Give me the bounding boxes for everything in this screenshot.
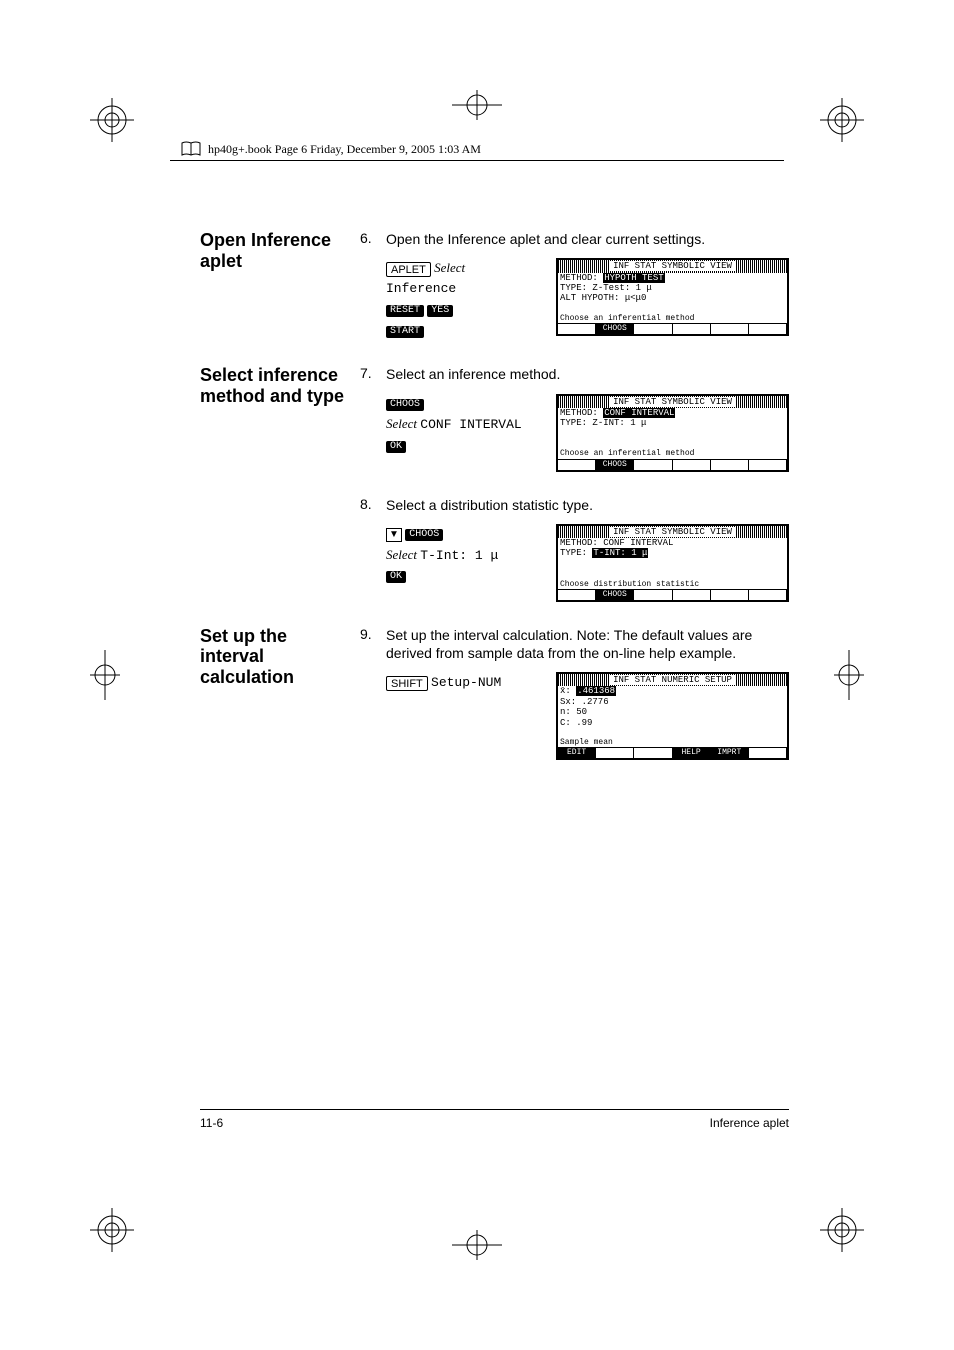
step-6-instructions: APLET Select Inference RESET YES START [386,258,536,341]
heading-select-method: Select inference method and type [200,365,360,601]
page-footer: 11-6 Inference aplet [200,1116,789,1130]
choos-softkey: CHOOS [386,399,424,411]
step-7: 7. Select an inference method. [360,365,789,383]
registration-mark-bottom-right [820,1208,864,1252]
screen-6-help: Choose an inferential method [558,314,787,323]
step-8-number: 8. [360,496,378,514]
step-9-number: 9. [360,626,378,662]
step-8: 8. Select a distribution statistic type. [360,496,789,514]
registration-mark-left [90,650,120,700]
step-7-instructions: CHOOS Select CONF INTERVAL OK [386,394,536,472]
yes-softkey: YES [427,305,453,317]
book-icon [180,140,202,158]
inference-text: Inference [386,279,536,300]
running-header: hp40g+.book Page 6 Friday, December 9, 2… [180,140,481,158]
step-9-instructions: SHIFT Setup-NUM [386,672,536,760]
screen-6-title: INF STAT SYMBOLIC VIEW [558,260,787,272]
step-8-text: Select a distribution statistic type. [386,496,789,514]
footer-chapter-name: Inference aplet [710,1116,789,1130]
step-9-text: Set up the interval calculation. Note: T… [386,626,789,662]
step-8-instructions: ▼ CHOOS Select T-Int: 1 μ OK [386,524,536,602]
reset-softkey: RESET [386,305,424,317]
registration-mark-top-left [90,98,134,142]
step-9: 9. Set up the interval calculation. Note… [360,626,789,662]
step-7-number: 7. [360,365,378,383]
heading-setup-interval: Set up the interval calculation [200,626,360,760]
page-body: Open Inference aplet 6. Open the Inferen… [200,230,789,784]
step-6-text: Open the Inference aplet and clear curre… [386,230,789,248]
running-header-rule [170,160,784,161]
screen-6-softkeys: CHOOS [558,323,787,334]
registration-mark-bottom-left [90,1208,134,1252]
choos-softkey-2: CHOOS [405,529,443,541]
ok-softkey-2: OK [386,571,406,583]
section-select-method: Select inference method and type 7. Sele… [200,365,789,601]
section-open-inference: Open Inference aplet 6. Open the Inferen… [200,230,789,341]
start-softkey: START [386,326,424,338]
running-header-text: hp40g+.book Page 6 Friday, December 9, 2… [208,142,481,157]
shift-key: SHIFT [386,676,428,691]
select-word: Select [434,260,465,275]
section-setup-interval: Set up the interval calculation 9. Set u… [200,626,789,760]
footer-rule [200,1109,789,1110]
screen-step-8: INF STAT SYMBOLIC VIEW METHOD: CONF INTE… [556,524,789,602]
registration-mark-top [452,90,502,120]
step-7-text: Select an inference method. [386,365,789,383]
heading-open-inference: Open Inference aplet [200,230,360,341]
ok-softkey: OK [386,441,406,453]
registration-mark-right [834,650,864,700]
screen-step-9: INF STAT NUMERIC SETUP x̄: .461368 Sx: .… [556,672,789,760]
down-arrow-key: ▼ [386,528,402,542]
registration-mark-bottom [452,1230,502,1260]
step-6: 6. Open the Inference aplet and clear cu… [360,230,789,248]
screen-step-6: INF STAT SYMBOLIC VIEW METHOD: HYPOTH TE… [556,258,789,336]
step-6-number: 6. [360,230,378,248]
screen-step-7: INF STAT SYMBOLIC VIEW METHOD: CONF INTE… [556,394,789,472]
registration-mark-top-right [820,98,864,142]
aplet-key: APLET [386,262,431,277]
footer-page-number: 11-6 [200,1116,223,1130]
